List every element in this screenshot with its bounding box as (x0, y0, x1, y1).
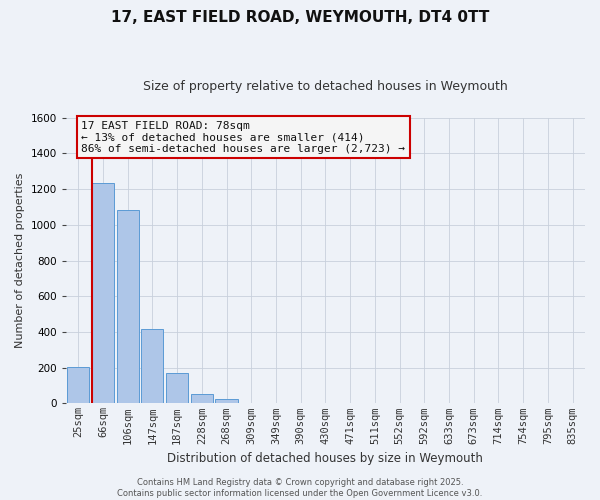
Bar (67, 367, 89, 404)
Bar (191, 394, 213, 404)
Bar (92, 183, 114, 404)
Title: Size of property relative to detached houses in Weymouth: Size of property relative to detached ho… (143, 80, 508, 93)
Text: 17 EAST FIELD ROAD: 78sqm
← 13% of detached houses are smaller (414)
86% of semi: 17 EAST FIELD ROAD: 78sqm ← 13% of detac… (82, 120, 406, 154)
Text: Contains HM Land Registry data © Crown copyright and database right 2025.
Contai: Contains HM Land Registry data © Crown c… (118, 478, 482, 498)
X-axis label: Distribution of detached houses by size in Weymouth: Distribution of detached houses by size … (167, 452, 484, 465)
Text: 17, EAST FIELD ROAD, WEYMOUTH, DT4 0TT: 17, EAST FIELD ROAD, WEYMOUTH, DT4 0TT (111, 10, 489, 25)
Y-axis label: Number of detached properties: Number of detached properties (15, 173, 25, 348)
Bar (166, 373, 188, 404)
Bar (215, 400, 238, 404)
Bar (116, 210, 139, 404)
Bar (141, 330, 163, 404)
